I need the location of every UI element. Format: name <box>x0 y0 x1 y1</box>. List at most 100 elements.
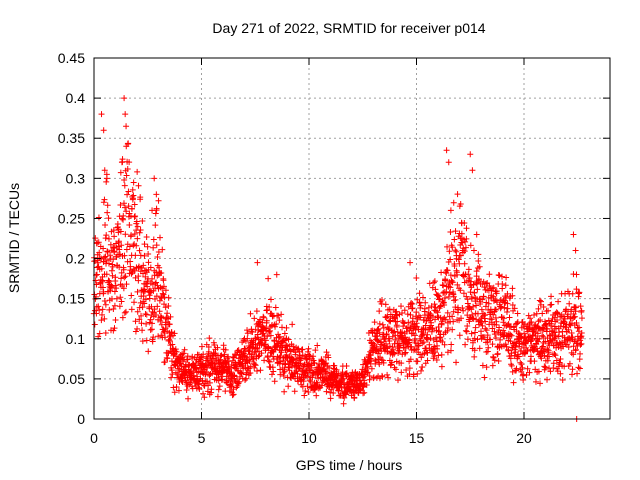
data-point-2528 <box>565 326 572 333</box>
data-point-2395 <box>540 304 547 311</box>
data-point-2012 <box>468 330 475 337</box>
data-point-1936 <box>454 191 461 198</box>
data-point-1776 <box>424 357 431 364</box>
data-point-315 <box>150 334 157 341</box>
data-point-410 <box>168 374 175 381</box>
data-point-1634 <box>397 330 404 337</box>
data-point-327 <box>152 222 159 229</box>
data-point-1868 <box>441 295 448 302</box>
data-point-1519 <box>376 308 383 315</box>
data-point-240 <box>136 264 143 271</box>
data-point-1984 <box>463 225 470 232</box>
data-point-2251 <box>513 365 520 372</box>
data-point-2029 <box>472 329 479 336</box>
data-point-1132 <box>303 356 310 363</box>
data-point-373 <box>161 301 168 308</box>
data-point-186 <box>126 159 133 166</box>
data-point-1604 <box>392 332 399 339</box>
data-point-1628 <box>396 347 403 354</box>
data-point-2083 <box>482 325 489 332</box>
data-point-219 <box>132 213 139 220</box>
data-point-828 <box>246 358 253 365</box>
data-point-1055 <box>289 321 296 328</box>
data-point-101 <box>110 256 117 263</box>
data-point-617 <box>206 379 213 386</box>
data-point-2358 <box>533 345 540 352</box>
data-point-2587 <box>576 365 583 372</box>
data-point-400 <box>166 336 173 343</box>
data-point-109 <box>111 244 118 251</box>
data-point-2032 <box>472 324 479 331</box>
data-point-1713 <box>412 323 419 330</box>
data-point-582 <box>200 351 207 358</box>
data-point-145 <box>118 275 125 282</box>
data-point-281 <box>143 311 150 318</box>
data-point-1836 <box>435 324 442 331</box>
data-point-1949 <box>456 332 463 339</box>
data-point-732 <box>228 361 235 368</box>
data-point-62 <box>102 330 109 337</box>
data-point-821 <box>245 356 252 363</box>
data-point-1702 <box>410 371 417 378</box>
x-tick-label: 20 <box>516 430 532 446</box>
data-point-965 <box>272 323 279 330</box>
data-point-926 <box>264 353 271 360</box>
data-point-1901 <box>447 347 454 354</box>
data-point-1986 <box>463 328 470 335</box>
data-point-1686 <box>407 311 414 318</box>
data-point-1682 <box>406 365 413 372</box>
data-point-2580 <box>575 364 582 371</box>
data-point-226 <box>133 242 140 249</box>
data-point-1860 <box>440 282 447 289</box>
y-tick-label: 0.3 <box>66 170 86 186</box>
data-point-254 <box>138 320 145 327</box>
data-point-106 <box>111 233 118 240</box>
data-point-1909 <box>449 244 456 251</box>
chart-title: Day 271 of 2022, SRMTID for receiver p01… <box>212 20 485 36</box>
data-point-2050 <box>475 277 482 284</box>
data-point-2021 <box>470 281 477 288</box>
data-point-2601 <box>100 127 107 134</box>
data-point-2087 <box>483 280 490 287</box>
data-point-216 <box>131 201 138 208</box>
data-point-2618 <box>469 167 476 174</box>
data-point-1854 <box>438 318 445 325</box>
data-point-72 <box>104 202 111 209</box>
data-point-1981 <box>462 244 469 251</box>
data-point-1926 <box>452 228 459 235</box>
data-point-162 <box>121 274 128 281</box>
data-point-247 <box>137 226 144 233</box>
data-point-165 <box>121 182 128 189</box>
data-point-2480 <box>556 359 563 366</box>
data-point-2621 <box>570 231 577 238</box>
data-point-733 <box>228 369 235 376</box>
data-point-2001 <box>466 274 473 281</box>
data-point-1084 <box>294 370 301 377</box>
data-point-1654 <box>401 307 408 314</box>
data-point-1134 <box>304 373 311 380</box>
data-point-1590 <box>389 344 396 351</box>
data-point-2435 <box>548 293 555 300</box>
data-point-2271 <box>517 359 524 366</box>
data-point-1851 <box>438 351 445 358</box>
data-point-575 <box>198 360 205 367</box>
data-point-970 <box>273 320 280 327</box>
data-point-360 <box>158 295 165 302</box>
data-point-170 <box>123 123 130 130</box>
data-point-1729 <box>415 342 422 349</box>
data-point-875 <box>255 353 262 360</box>
data-point-243 <box>136 304 143 311</box>
data-point-2604 <box>121 95 128 102</box>
data-point-1620 <box>395 377 402 384</box>
data-point-1905 <box>448 277 455 284</box>
data-point-1595 <box>390 349 397 356</box>
data-point-244 <box>136 229 143 236</box>
data-point-1843 <box>437 303 444 310</box>
data-point-1814 <box>431 301 438 308</box>
data-point-1970 <box>460 290 467 297</box>
data-point-2422 <box>545 317 552 324</box>
data-point-157 <box>120 212 127 219</box>
data-point-2079 <box>481 374 488 381</box>
y-tick-label: 0.25 <box>58 210 85 226</box>
